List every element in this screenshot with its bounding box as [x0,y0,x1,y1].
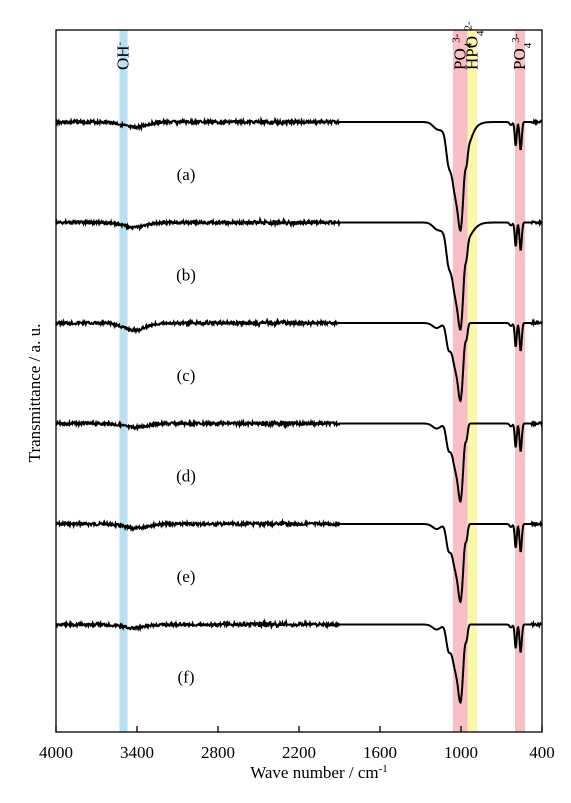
band-0 [119,30,128,732]
band-label-0: OH- [114,41,133,70]
y-axis-title: Transmittance / a. u. [25,324,44,463]
x-axis-title: Wave number / cm-1 [250,763,388,782]
x-axis-title-main: Wave number / cm [250,763,378,782]
band-label-main: HPO [462,36,481,70]
band-label-main: OH [114,45,133,70]
band-3 [515,30,526,732]
band-labels-layer: OH-PO43- HPO42-PO43- [114,21,535,70]
x-tick-label-2: 2800 [201,743,235,762]
series-label-4: (e) [177,567,196,586]
band-label-main: PO [450,48,469,70]
band-label-1: PO43- [450,33,474,70]
series-label-2: (c) [177,366,196,385]
series-line-5 [55,618,543,705]
x-axis-title-sup: -1 [379,763,388,775]
band-label-sup: 2- [462,21,474,31]
band-2 [467,30,478,732]
x-tick-label-5: 1000 [444,743,478,762]
band-label-2: HPO42- [462,21,486,70]
band-label-sub: 4 [462,42,474,48]
x-tick-label-4: 1600 [363,743,397,762]
series-label-3: (d) [176,467,196,486]
band-label-3: PO43- [510,33,534,70]
curves-layer [55,116,543,705]
series-label-1: (b) [176,266,196,285]
band-label-sup: - [114,41,126,45]
series-line-3 [55,418,543,504]
labels-layer: (a) (b) (c) (d) (e) (f) [176,165,196,687]
band-1 [452,30,468,732]
band-label-sub: 4 [474,30,486,36]
ticks-layer: 4000 3400 2800 2200 1600 1000 400 [39,726,555,762]
series-line-1 [55,216,543,331]
x-tick-label-1: 3400 [120,743,154,762]
band-label-sup: 3- [510,33,522,43]
series-line-0 [55,116,543,233]
x-tick-label-6: 400 [529,743,555,762]
band-label-sup: 3- [450,33,462,43]
series-label-0: (a) [177,165,196,184]
series-line-4 [55,517,543,604]
band-label-sub: 4 [522,42,534,48]
series-line-2 [55,317,543,403]
series-label-5: (f) [178,668,195,687]
x-tick-label-3: 2200 [282,743,316,762]
x-tick-label-0: 4000 [39,743,73,762]
band-label-main: PO [510,48,529,70]
